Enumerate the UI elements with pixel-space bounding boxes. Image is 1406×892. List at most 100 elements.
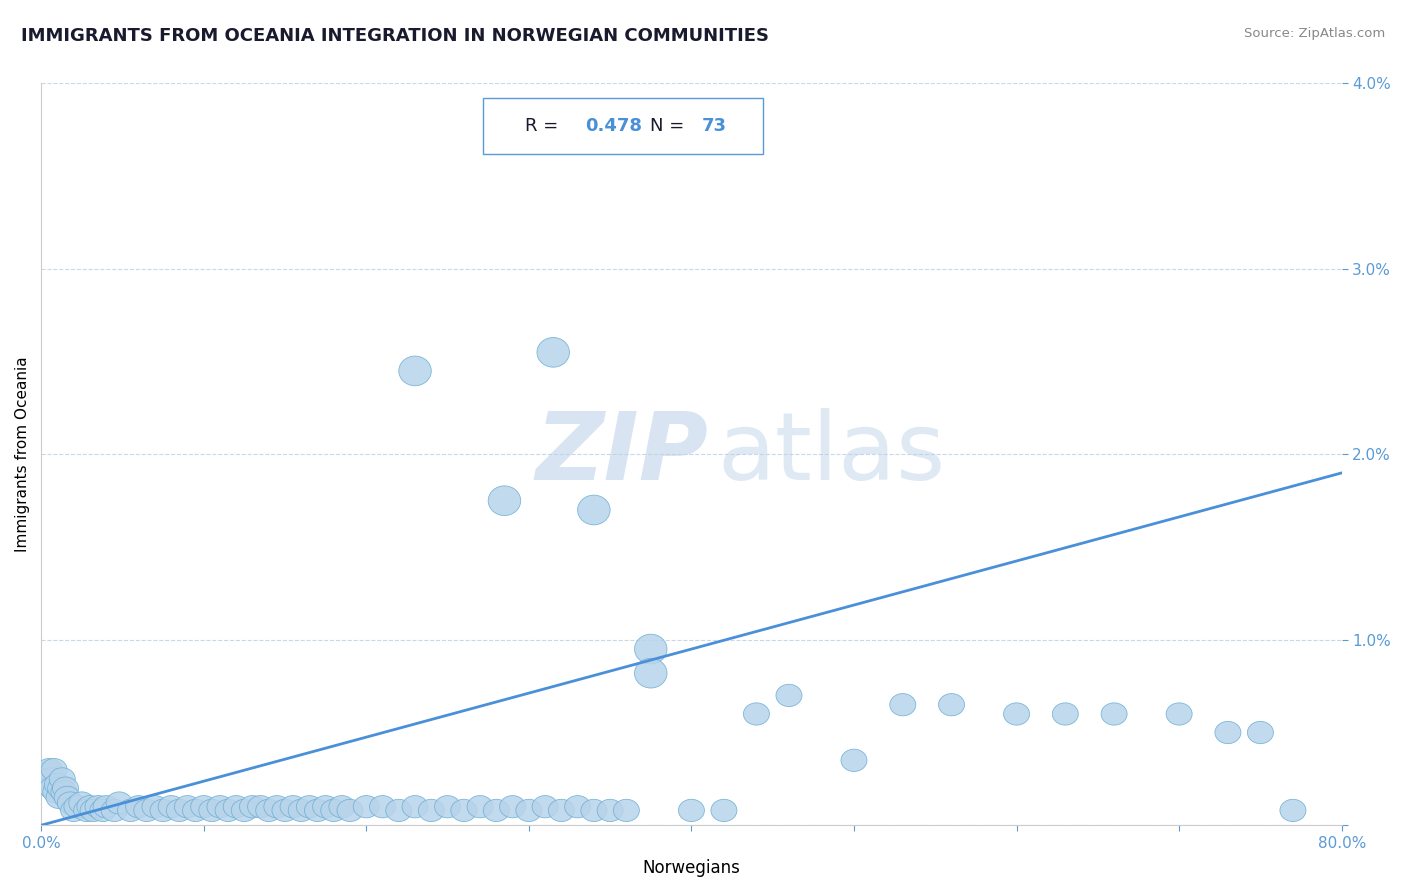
Ellipse shape	[312, 796, 339, 818]
Ellipse shape	[247, 796, 274, 818]
Ellipse shape	[69, 792, 94, 814]
Ellipse shape	[32, 762, 59, 784]
Ellipse shape	[52, 777, 79, 799]
Ellipse shape	[60, 799, 87, 822]
Ellipse shape	[1101, 703, 1128, 725]
Text: 0.478: 0.478	[585, 117, 641, 135]
Ellipse shape	[890, 694, 915, 716]
Ellipse shape	[38, 768, 63, 790]
Ellipse shape	[134, 799, 160, 822]
X-axis label: Norwegians: Norwegians	[643, 859, 741, 877]
Ellipse shape	[1052, 703, 1078, 725]
Ellipse shape	[37, 758, 62, 780]
Ellipse shape	[271, 799, 298, 822]
Ellipse shape	[581, 799, 607, 822]
Ellipse shape	[232, 799, 257, 822]
Ellipse shape	[157, 796, 184, 818]
Ellipse shape	[634, 658, 666, 688]
Ellipse shape	[399, 356, 432, 385]
Ellipse shape	[90, 799, 115, 822]
Ellipse shape	[418, 799, 444, 822]
Ellipse shape	[548, 799, 575, 822]
Ellipse shape	[93, 796, 120, 818]
Ellipse shape	[679, 799, 704, 822]
Ellipse shape	[51, 780, 77, 803]
FancyBboxPatch shape	[484, 98, 763, 154]
Ellipse shape	[434, 796, 461, 818]
Ellipse shape	[484, 799, 509, 822]
Text: 73: 73	[702, 117, 727, 135]
Ellipse shape	[353, 796, 380, 818]
Ellipse shape	[329, 796, 354, 818]
Ellipse shape	[84, 796, 111, 818]
Ellipse shape	[939, 694, 965, 716]
Ellipse shape	[467, 796, 494, 818]
Ellipse shape	[142, 796, 167, 818]
Ellipse shape	[49, 768, 76, 790]
Ellipse shape	[48, 777, 73, 799]
Ellipse shape	[744, 703, 769, 725]
Ellipse shape	[537, 337, 569, 368]
Ellipse shape	[280, 796, 307, 818]
Ellipse shape	[565, 796, 591, 818]
Ellipse shape	[613, 799, 640, 822]
Ellipse shape	[634, 634, 666, 664]
Ellipse shape	[198, 799, 225, 822]
Ellipse shape	[77, 796, 103, 818]
Ellipse shape	[531, 796, 558, 818]
Ellipse shape	[776, 684, 801, 706]
Ellipse shape	[239, 796, 266, 818]
Ellipse shape	[598, 799, 623, 822]
Text: ZIP: ZIP	[536, 409, 709, 500]
Ellipse shape	[1215, 722, 1241, 744]
Ellipse shape	[63, 796, 90, 818]
Ellipse shape	[183, 799, 208, 822]
Ellipse shape	[1166, 703, 1192, 725]
Ellipse shape	[207, 796, 233, 818]
Ellipse shape	[166, 799, 193, 822]
Ellipse shape	[39, 777, 66, 799]
Ellipse shape	[305, 799, 330, 822]
Ellipse shape	[125, 796, 152, 818]
Ellipse shape	[488, 486, 520, 516]
Ellipse shape	[370, 796, 395, 818]
Text: IMMIGRANTS FROM OCEANIA INTEGRATION IN NORWEGIAN COMMUNITIES: IMMIGRANTS FROM OCEANIA INTEGRATION IN N…	[21, 27, 769, 45]
Ellipse shape	[191, 796, 217, 818]
Y-axis label: Immigrants from Oceania: Immigrants from Oceania	[15, 357, 30, 552]
Ellipse shape	[402, 796, 427, 818]
Ellipse shape	[1247, 722, 1274, 744]
Ellipse shape	[80, 799, 105, 822]
Ellipse shape	[321, 799, 347, 822]
Text: N =: N =	[650, 117, 690, 135]
Ellipse shape	[58, 792, 83, 814]
Ellipse shape	[499, 796, 526, 818]
Ellipse shape	[337, 799, 363, 822]
Ellipse shape	[46, 787, 72, 808]
Text: atlas: atlas	[717, 409, 946, 500]
Ellipse shape	[42, 780, 69, 803]
Ellipse shape	[841, 749, 868, 772]
Ellipse shape	[297, 796, 322, 818]
Ellipse shape	[1279, 799, 1306, 822]
Ellipse shape	[451, 799, 477, 822]
Ellipse shape	[1004, 703, 1029, 725]
Ellipse shape	[53, 787, 80, 808]
Ellipse shape	[224, 796, 249, 818]
Ellipse shape	[264, 796, 290, 818]
Ellipse shape	[41, 758, 67, 780]
Ellipse shape	[215, 799, 240, 822]
Ellipse shape	[174, 796, 201, 818]
Text: Source: ZipAtlas.com: Source: ZipAtlas.com	[1244, 27, 1385, 40]
Ellipse shape	[385, 799, 412, 822]
Ellipse shape	[711, 799, 737, 822]
Ellipse shape	[1391, 105, 1406, 136]
Ellipse shape	[288, 799, 314, 822]
Ellipse shape	[105, 792, 132, 814]
Ellipse shape	[73, 799, 100, 822]
Ellipse shape	[256, 799, 281, 822]
Ellipse shape	[516, 799, 541, 822]
Ellipse shape	[101, 799, 128, 822]
Ellipse shape	[150, 799, 176, 822]
Ellipse shape	[578, 495, 610, 524]
Text: R =: R =	[524, 117, 564, 135]
